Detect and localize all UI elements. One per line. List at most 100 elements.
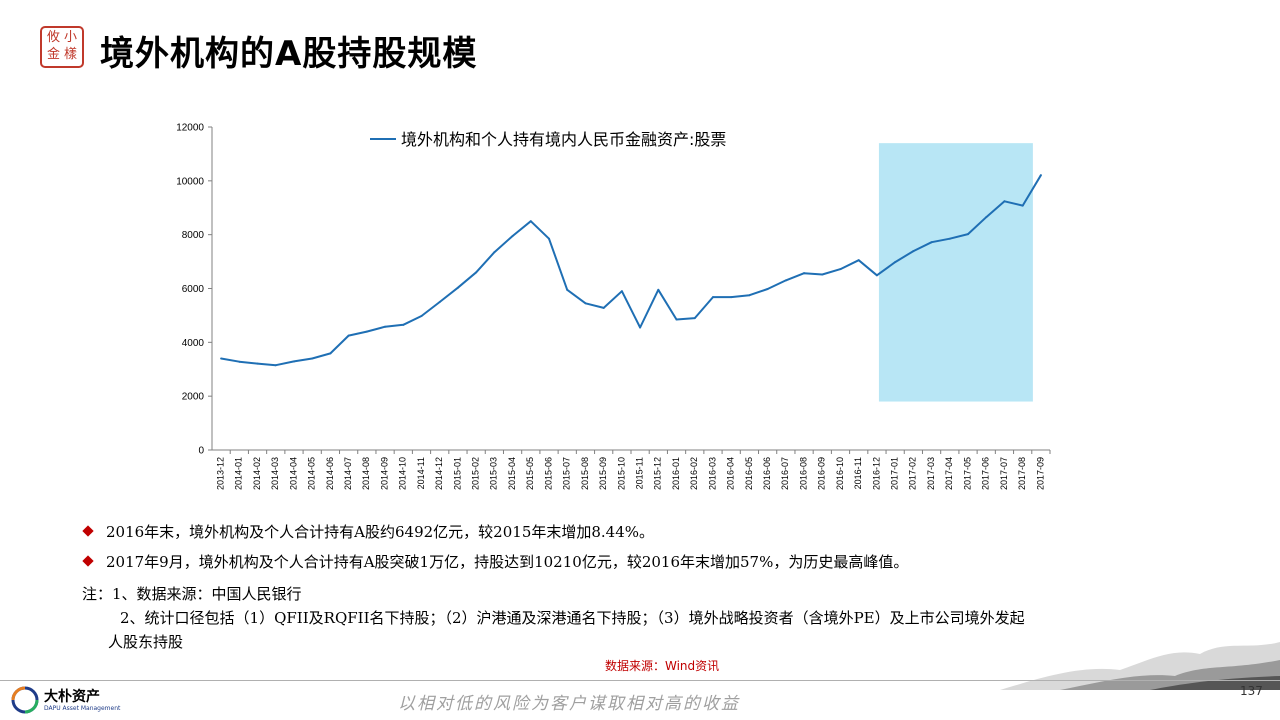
x-tick-label: 2014-11: [416, 457, 426, 489]
x-tick-label: 2016-04: [726, 457, 736, 490]
data-point: [329, 352, 332, 355]
data-point: [985, 216, 988, 219]
data-point: [948, 237, 951, 240]
line-chart: 0 2000 4000 6000 8000 10000 12000 2013-12 2014-0…: [176, 123, 1051, 490]
data-point: [238, 360, 241, 363]
data-point: [347, 334, 350, 337]
data-point: [693, 317, 696, 320]
legend-label: 境外机构和个人持有境内人民币金融资产:股票: [401, 130, 726, 149]
x-tick-label: 2016-02: [689, 457, 699, 490]
bullet-text: 2016年末，境外机构及个人合计持有A股约6492亿元，较2015年末增加8.4…: [106, 522, 655, 541]
slogan: 以相对低的风险为客户谋取相对高的收益: [398, 694, 740, 714]
x-tick-label: 2015-07: [562, 457, 572, 490]
x-tick-label: 2017-09: [1035, 457, 1045, 490]
x-tick-label: 2014-03: [270, 457, 280, 490]
x-tick-label: 2014-06: [325, 457, 335, 490]
x-tick-label: 2015-03: [489, 457, 499, 490]
x-tick-label: 2014-04: [288, 457, 298, 490]
data-source: 数据来源：Wind资讯: [605, 659, 720, 673]
x-tick-label: 2014-05: [307, 457, 317, 490]
data-point: [456, 286, 459, 289]
data-point: [475, 271, 478, 274]
data-point: [493, 251, 496, 254]
x-tick-label: 2016-10: [835, 457, 845, 490]
page-number: 137: [1240, 684, 1263, 698]
company-seal-logo: 小 樣 攸 金: [40, 26, 84, 68]
seal-glyph: 樣: [64, 47, 78, 62]
note-line: 2、统计口径包括（1）QFII及RQFII名下持股；（2）沪港通及深港通名下持股…: [120, 609, 1025, 627]
x-tick-label: 2017-04: [944, 457, 954, 490]
data-point: [365, 330, 368, 333]
x-tick-label: 2014-07: [343, 457, 353, 490]
data-point: [274, 364, 277, 367]
y-tick-label: 10000: [176, 176, 204, 187]
x-tick-label: 2016-03: [707, 457, 717, 490]
data-point: [620, 290, 623, 293]
x-tick-label: 2014-02: [252, 457, 262, 490]
data-point: [730, 296, 733, 299]
x-tick-label: 2017-06: [981, 457, 991, 490]
y-tick-label: 2000: [182, 392, 205, 403]
data-point: [766, 288, 769, 291]
data-point: [566, 288, 569, 291]
data-point: [256, 362, 259, 365]
ink-landscape-decoration: [1000, 642, 1280, 690]
dapu-logo-icon: [11, 686, 39, 714]
x-tick-label: 2015-04: [507, 457, 517, 490]
data-point: [839, 268, 842, 271]
seal-glyph: 小: [64, 30, 78, 45]
highlight-band: [878, 143, 1033, 402]
page-title: 境外机构的A股持股规模: [100, 34, 478, 74]
x-tick-label: 2017-07: [999, 457, 1009, 490]
x-tick-label: 2017-05: [962, 457, 972, 490]
data-point: [657, 288, 660, 291]
y-tick-label: 0: [198, 446, 204, 457]
data-point: [420, 314, 423, 317]
seal-glyph: 攸: [47, 30, 61, 45]
data-point: [675, 318, 678, 321]
data-point: [967, 233, 970, 236]
x-tick-label: 2016-11: [853, 457, 863, 489]
x-tick-label: 2016-07: [780, 457, 790, 490]
series-line: [220, 174, 1042, 367]
x-tick-label: 2016-08: [798, 457, 808, 490]
x-tick-label: 2017-01: [890, 457, 900, 490]
x-tick-label: 2016-12: [871, 457, 881, 490]
x-tick-label: 2015-11: [634, 457, 644, 489]
data-point: [875, 274, 878, 277]
notes: 注：1、数据来源：中国人民银行 2、统计口径包括（1）QFII及RQFII名下持…: [82, 582, 1025, 654]
x-tick-label: 2016-06: [762, 457, 772, 490]
x-tick-label: 2015-10: [616, 457, 626, 490]
data-point: [584, 302, 587, 305]
bullet-item: 2016年末，境外机构及个人合计持有A股约6492亿元，较2015年末增加8.4…: [82, 516, 908, 546]
bullet-item: 2017年9月，境外机构及个人合计持有A股突破1万亿，持股达到10210亿元，较…: [82, 546, 908, 576]
x-tick-label: 2015-02: [471, 457, 481, 490]
y-tick-label: 8000: [182, 230, 205, 241]
x-tick-label: 2016-01: [671, 457, 681, 490]
data-point: [511, 235, 514, 238]
data-point: [857, 259, 860, 262]
x-tick-label: 2017-08: [1017, 457, 1027, 490]
data-point: [438, 300, 441, 303]
x-tick-label: 2014-10: [398, 457, 408, 490]
data-point: [748, 294, 751, 297]
x-tick-label: 2013-12: [215, 457, 225, 490]
x-tick-label: 2017-02: [908, 457, 918, 490]
x-tick-label: 2015-06: [543, 457, 553, 490]
y-tick-label: 4000: [182, 338, 205, 349]
data-point: [311, 357, 314, 360]
data-point: [402, 323, 405, 326]
diamond-bullet-icon: [82, 525, 94, 537]
data-point: [292, 360, 295, 363]
x-tick-label: 2014-08: [361, 457, 371, 490]
data-point: [784, 279, 787, 282]
seal-glyph: 金: [47, 47, 61, 62]
brand-name: 大朴资产: [44, 689, 100, 705]
data-point: [602, 306, 605, 309]
data-point: [529, 220, 532, 223]
x-tick-label: 2015-09: [598, 457, 608, 490]
data-point: [894, 261, 897, 264]
x-tick-label: 2016-09: [817, 457, 827, 490]
bullet-list: 2016年末，境外机构及个人合计持有A股约6492亿元，较2015年末增加8.4…: [82, 516, 908, 576]
x-tick-label: 2015-05: [525, 457, 535, 490]
